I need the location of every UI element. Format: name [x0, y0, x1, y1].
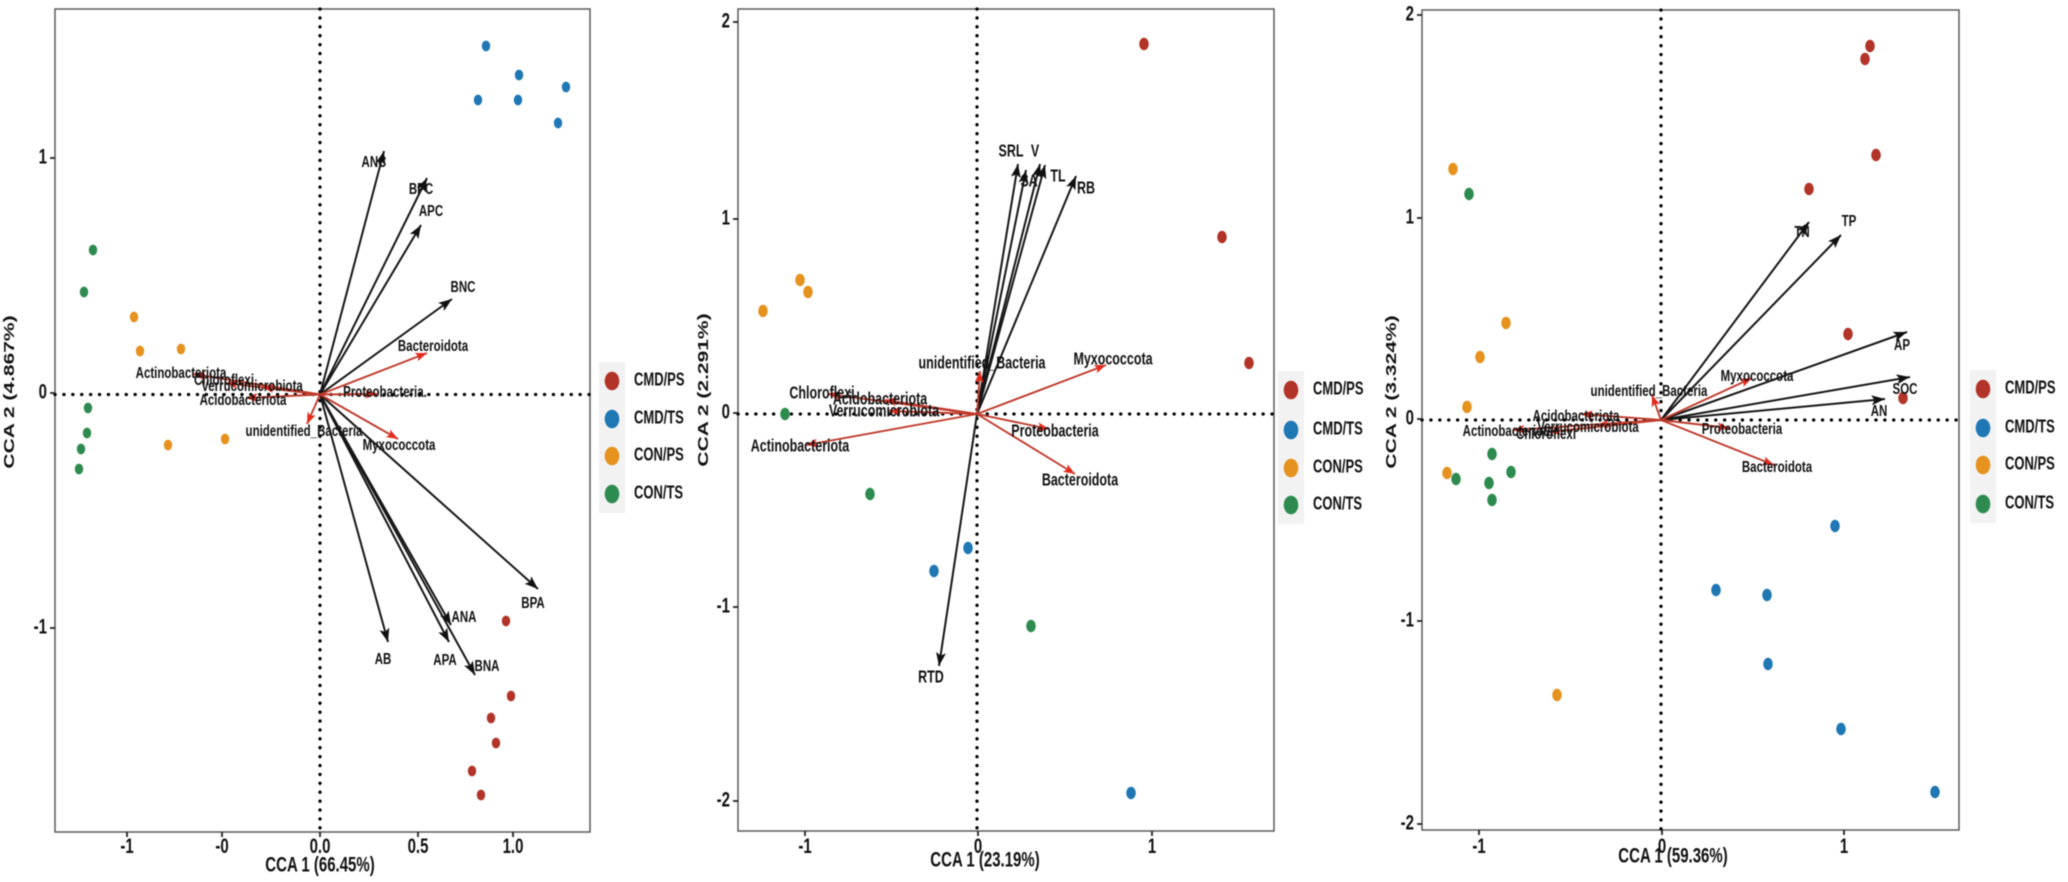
- svg-text:V: V: [1031, 142, 1040, 162]
- svg-text:ANA: ANA: [452, 607, 477, 625]
- svg-text:CCA 1 (66.45%): CCA 1 (66.45%): [265, 852, 374, 876]
- svg-text:CMD/PS: CMD/PS: [2005, 379, 2056, 399]
- svg-text:unidentified_Bacteria: unidentified_Bacteria: [246, 421, 363, 439]
- svg-text:AP: AP: [1894, 335, 1910, 353]
- svg-text:0: 0: [974, 833, 982, 857]
- svg-text:CMD/PS: CMD/PS: [1313, 380, 1364, 400]
- svg-text:-1: -1: [717, 593, 730, 617]
- svg-text:CON/TS: CON/TS: [634, 484, 683, 504]
- svg-text:CCA 2 (2.291%): CCA 2 (2.291%): [694, 313, 711, 466]
- svg-text:Proteobacteria.: Proteobacteria.: [343, 382, 427, 400]
- svg-text:2: 2: [722, 8, 730, 32]
- svg-text:SRL: SRL: [999, 142, 1024, 162]
- svg-text:unidentified_Bacteria: unidentified_Bacteria: [919, 354, 1046, 374]
- svg-text:0: 0: [1658, 833, 1666, 857]
- svg-text:Chloroflexi: Chloroflexi: [789, 384, 854, 404]
- svg-text:Acidobacteriota: Acidobacteriota: [200, 390, 287, 408]
- svg-text:1: 1: [1148, 833, 1156, 857]
- svg-text:Actinobacteriota: Actinobacteriota: [136, 363, 227, 381]
- svg-text:Myxococcota: Myxococcota: [1073, 350, 1153, 370]
- svg-text:APA: APA: [433, 650, 456, 668]
- svg-text:-2: -2: [717, 787, 730, 811]
- svg-text:CCA 1 (23.19%): CCA 1 (23.19%): [930, 847, 1039, 871]
- svg-text:0: 0: [39, 379, 47, 403]
- svg-text:Verrucomicrobiota: Verrucomicrobiota: [829, 402, 940, 422]
- svg-text:AN: AN: [1871, 401, 1888, 419]
- svg-text:CMD/TS: CMD/TS: [634, 409, 684, 429]
- svg-text:ANC: ANC: [362, 152, 387, 170]
- svg-text:TN: TN: [1794, 222, 1809, 240]
- svg-text:Actinobacteriota: Actinobacteriota: [751, 437, 850, 457]
- svg-text:CCA 1 (59.36%): CCA 1 (59.36%): [1618, 843, 1727, 867]
- svg-text:CMD/TS: CMD/TS: [2005, 418, 2055, 438]
- svg-text:SA: SA: [1020, 172, 1037, 192]
- svg-text:-2: -2: [1401, 810, 1414, 834]
- svg-text:-1: -1: [120, 833, 133, 857]
- svg-text:Bacteroidota: Bacteroidota: [1742, 457, 1812, 475]
- svg-text:TL: TL: [1050, 167, 1065, 187]
- svg-text:SOC: SOC: [1893, 379, 1918, 397]
- svg-text:AB: AB: [375, 649, 392, 667]
- svg-text:CON/TS: CON/TS: [1313, 495, 1362, 515]
- svg-text:CMD/TS: CMD/TS: [1313, 420, 1363, 440]
- svg-text:CON/PS: CON/PS: [634, 446, 684, 466]
- svg-text:1.0: 1.0: [503, 833, 524, 857]
- svg-text:Chloroflexi: Chloroflexi: [194, 370, 254, 388]
- svg-text:0: 0: [722, 399, 730, 423]
- svg-text:1: 1: [1406, 204, 1414, 228]
- svg-text:RTD: RTD: [918, 668, 944, 688]
- svg-text:unidentified_Bacteria: unidentified_Bacteria: [1591, 381, 1708, 399]
- svg-text:Myxococcota: Myxococcota: [363, 435, 436, 453]
- svg-text:Proteobacteria: Proteobacteria: [1011, 422, 1099, 442]
- svg-text:Acidobacteriota: Acidobacteriota: [833, 390, 928, 410]
- svg-text:0: 0: [1406, 405, 1414, 429]
- svg-text:CCA 2 (4.867%): CCA 2 (4.867%): [0, 315, 17, 468]
- svg-text:1: 1: [39, 144, 47, 168]
- svg-text:Myxococcota: Myxococcota: [1721, 366, 1794, 384]
- svg-text:Acidobacteriota: Acidobacteriota: [1533, 406, 1620, 424]
- svg-text:CON/PS: CON/PS: [1313, 458, 1363, 478]
- svg-text:1: 1: [1840, 833, 1848, 857]
- svg-text:-0: -0: [215, 833, 228, 857]
- svg-text:Verrucomicrobiota: Verrucomicrobiota: [1537, 417, 1639, 435]
- svg-text:Verrucomicrobiota: Verrucomicrobiota: [201, 376, 303, 394]
- svg-text:Chloroflexi: Chloroflexi: [1516, 424, 1576, 442]
- svg-text:Proteobacteria: Proteobacteria: [1702, 419, 1783, 437]
- svg-text:RB: RB: [1077, 179, 1095, 199]
- svg-text:CMD/PS: CMD/PS: [634, 371, 685, 391]
- svg-text:BPC: BPC: [409, 179, 433, 197]
- svg-text:BNA: BNA: [475, 656, 500, 674]
- svg-text:CON/PS: CON/PS: [2005, 455, 2055, 475]
- svg-text:Actinobacteriota: Actinobacteriota: [1463, 421, 1554, 439]
- svg-text:Bacteroidota: Bacteroidota: [1042, 471, 1119, 491]
- svg-text:CCA 2 (3.324%): CCA 2 (3.324%): [1382, 315, 1399, 468]
- svg-text:CON/TS: CON/TS: [2005, 494, 2054, 514]
- svg-text:APC: APC: [419, 201, 443, 219]
- svg-text:BPA: BPA: [521, 593, 544, 611]
- svg-text:Bacteroidota: Bacteroidota: [398, 336, 468, 354]
- svg-text:TP: TP: [1842, 211, 1857, 229]
- svg-text:0.5: 0.5: [408, 833, 429, 857]
- svg-text:1: 1: [722, 205, 730, 229]
- svg-text:-1: -1: [1472, 833, 1485, 857]
- svg-text:0.0: 0.0: [310, 833, 331, 857]
- svg-text:-1: -1: [34, 614, 47, 638]
- svg-text:BNC: BNC: [451, 277, 476, 295]
- svg-text:2: 2: [1406, 1, 1414, 25]
- svg-text:-1: -1: [798, 833, 811, 857]
- svg-text:-1: -1: [1401, 607, 1414, 631]
